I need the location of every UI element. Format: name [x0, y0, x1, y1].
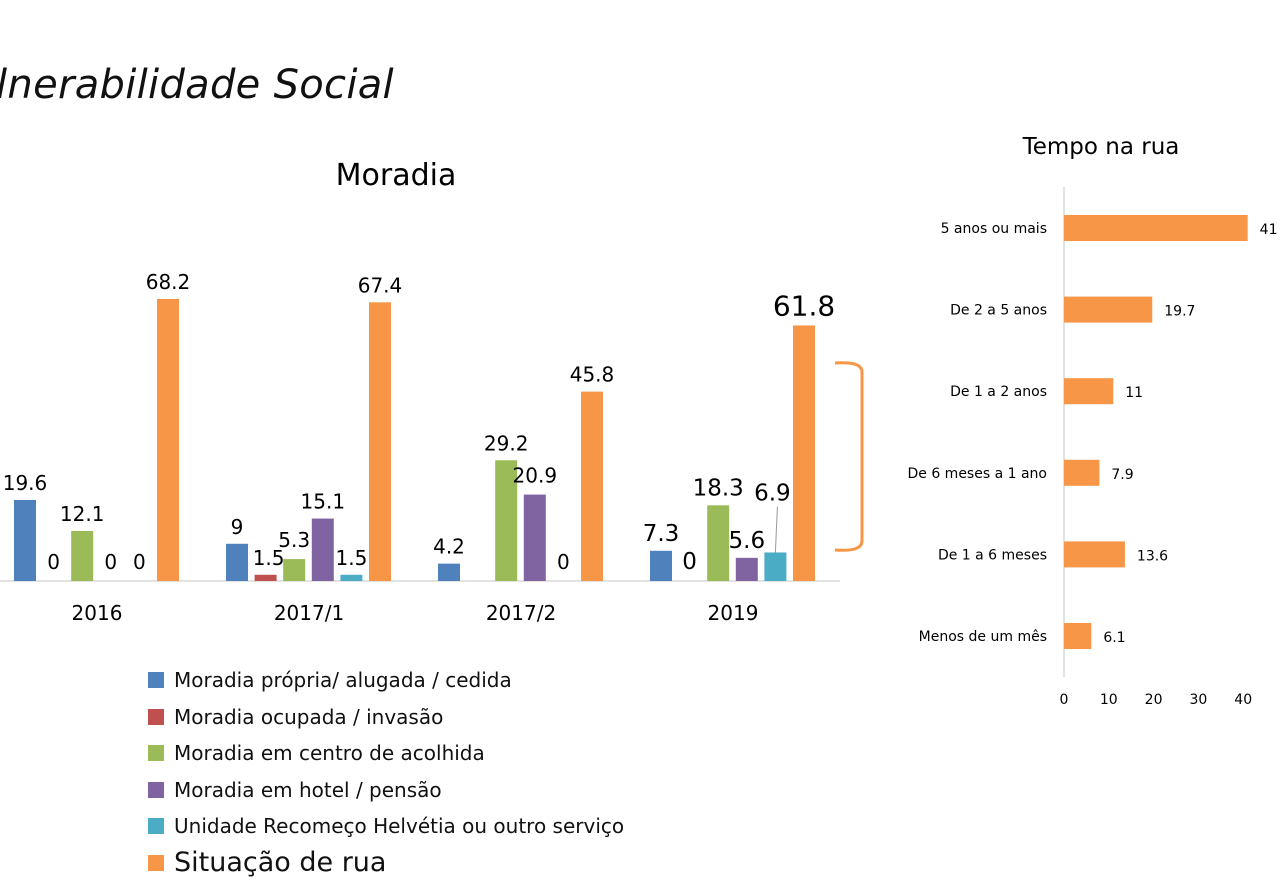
data-label: 41	[1260, 222, 1278, 238]
bar	[581, 391, 603, 581]
bar	[1064, 623, 1092, 649]
data-label: 20.9	[513, 464, 558, 488]
data-label: 68.2	[146, 270, 191, 294]
bar	[311, 518, 334, 581]
legend-swatch	[148, 818, 164, 835]
x-tick-label: 2017/2	[486, 601, 556, 625]
x-tick-label: 30	[1189, 692, 1207, 708]
data-label: 1.5	[253, 546, 285, 570]
bar	[650, 550, 672, 581]
legend-item: Moradia em hotel / pensão	[148, 772, 624, 809]
y-tick-label: De 1 a 2 anos	[950, 384, 1047, 400]
legend-swatch	[148, 708, 164, 725]
data-label: 45.8	[570, 363, 615, 387]
y-tick-label: De 6 meses a 1 ano	[907, 466, 1047, 482]
data-label: 13.6	[1137, 548, 1168, 564]
data-label: 0	[104, 550, 117, 574]
legend-swatch	[148, 781, 164, 798]
bar	[1064, 378, 1114, 405]
data-label: 11	[1125, 385, 1143, 401]
bracket-annotation	[834, 361, 864, 552]
x-tick-label: 2019	[708, 601, 759, 625]
bar	[764, 552, 787, 581]
moradia-title: Moradia	[336, 158, 457, 193]
legend-label: Situação de rua	[174, 847, 387, 879]
legend-label: Moradia em centro de acolhida	[174, 741, 485, 766]
data-label: 1.5	[335, 546, 367, 570]
legend-swatch	[148, 672, 164, 689]
bar	[523, 494, 546, 581]
bar	[1064, 296, 1153, 323]
data-label: 61.8	[773, 289, 835, 322]
data-label: 15.1	[301, 490, 346, 514]
data-label: 0	[557, 550, 570, 574]
legend-swatch	[148, 854, 164, 871]
bar	[226, 543, 248, 581]
data-label: 18.3	[693, 475, 744, 501]
bar	[438, 563, 460, 581]
tempo-title: Tempo na rua	[1022, 134, 1180, 160]
bar	[254, 574, 277, 581]
data-label: 6.9	[754, 480, 791, 506]
bar	[1064, 541, 1125, 568]
legend-item: Moradia própria/ alugada / cedida	[148, 662, 624, 699]
bar	[1064, 215, 1248, 241]
bar	[495, 460, 518, 581]
data-label: 4.2	[433, 535, 465, 559]
bar	[340, 574, 363, 581]
data-label: 6.1	[1103, 630, 1125, 646]
legend-label: Moradia própria/ alugada / cedida	[174, 668, 512, 693]
x-tick-label: 2017/1	[274, 601, 344, 625]
bar	[1064, 459, 1100, 486]
moradia-legend: Moradia própria/ alugada / cedida Moradia…	[148, 662, 624, 881]
x-tick-label: 2016	[72, 601, 123, 625]
bar	[283, 559, 306, 581]
bar	[735, 557, 758, 581]
legend-item: Moradia em centro de acolhida	[148, 735, 624, 772]
bar	[369, 302, 391, 581]
legend-label: Unidade Recomeço Helvétia ou outro servi…	[174, 814, 625, 839]
bar	[14, 499, 36, 581]
y-tick-label: De 2 a 5 anos	[950, 303, 1047, 319]
data-label: 0	[682, 549, 697, 575]
data-label: 7.9	[1111, 467, 1133, 483]
x-tick-label: 40	[1234, 692, 1252, 708]
data-label: 67.4	[358, 273, 403, 297]
legend-item: Moradia ocupada / invasão	[148, 699, 624, 736]
data-label: 19.6	[3, 471, 48, 495]
x-tick-label: 10	[1100, 692, 1118, 708]
bar	[157, 298, 179, 581]
data-label: 12.1	[60, 502, 105, 526]
data-label: 5.6	[729, 528, 766, 554]
x-tick-label: 20	[1145, 692, 1163, 708]
bar	[707, 505, 730, 581]
legend-item: Unidade Recomeço Helvétia ou outro servi…	[148, 808, 624, 845]
data-label: 7.3	[643, 521, 680, 547]
data-label: 0	[133, 550, 146, 574]
leader-line	[774, 506, 778, 553]
y-tick-label: Menos de um mês	[919, 629, 1047, 645]
bar	[71, 530, 94, 581]
data-label: 19.7	[1164, 304, 1195, 320]
data-label: 5.3	[278, 528, 310, 552]
x-tick-label: 0	[1060, 692, 1069, 708]
y-tick-label: 5 anos ou mais	[941, 221, 1047, 237]
legend-label: Moradia em hotel / pensão	[174, 777, 442, 802]
legend-swatch	[148, 745, 164, 762]
legend-label: Moradia ocupada / invasão	[174, 704, 444, 729]
data-label: 9	[231, 515, 244, 539]
legend-item: Situação de rua	[148, 845, 624, 882]
bar	[793, 325, 815, 581]
data-label: 29.2	[484, 431, 529, 455]
data-label: 0	[47, 550, 60, 574]
y-tick-label: De 1 a 6 meses	[938, 547, 1047, 563]
slide-title: lnerabilidade Social	[0, 62, 394, 108]
